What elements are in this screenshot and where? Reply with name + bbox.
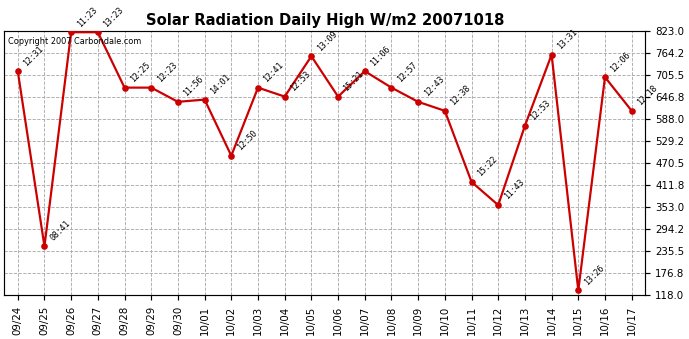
- Title: Solar Radiation Daily High W/m2 20071018: Solar Radiation Daily High W/m2 20071018: [145, 14, 504, 28]
- Text: 14:01: 14:01: [209, 72, 233, 95]
- Text: 13:31: 13:31: [556, 27, 579, 51]
- Text: 11:23: 11:23: [76, 4, 99, 28]
- Text: 13:23: 13:23: [102, 4, 126, 28]
- Text: 11:06: 11:06: [369, 43, 393, 67]
- Text: 12:06: 12:06: [609, 49, 633, 73]
- Text: Copyright 2007 Carbondale.com: Copyright 2007 Carbondale.com: [8, 37, 141, 45]
- Text: 12:53: 12:53: [289, 69, 313, 92]
- Text: 12:57: 12:57: [396, 60, 420, 83]
- Text: 15:22: 15:22: [476, 154, 500, 178]
- Text: 11:43: 11:43: [503, 177, 526, 201]
- Text: 12:41: 12:41: [263, 60, 286, 83]
- Text: 13:26: 13:26: [583, 262, 606, 286]
- Text: 12:23: 12:23: [156, 60, 179, 83]
- Text: 12:31: 12:31: [22, 43, 45, 67]
- Text: 12:38: 12:38: [449, 83, 473, 106]
- Text: 12:50: 12:50: [236, 128, 259, 152]
- Text: 11:56: 11:56: [183, 74, 206, 98]
- Text: 12:18: 12:18: [636, 83, 659, 106]
- Text: 12:25: 12:25: [129, 60, 152, 83]
- Text: 13:09: 13:09: [316, 28, 340, 52]
- Text: 12:43: 12:43: [422, 74, 446, 98]
- Text: 08:41: 08:41: [49, 218, 72, 242]
- Text: 15:21: 15:21: [342, 69, 366, 92]
- Text: 12:53: 12:53: [529, 98, 553, 121]
